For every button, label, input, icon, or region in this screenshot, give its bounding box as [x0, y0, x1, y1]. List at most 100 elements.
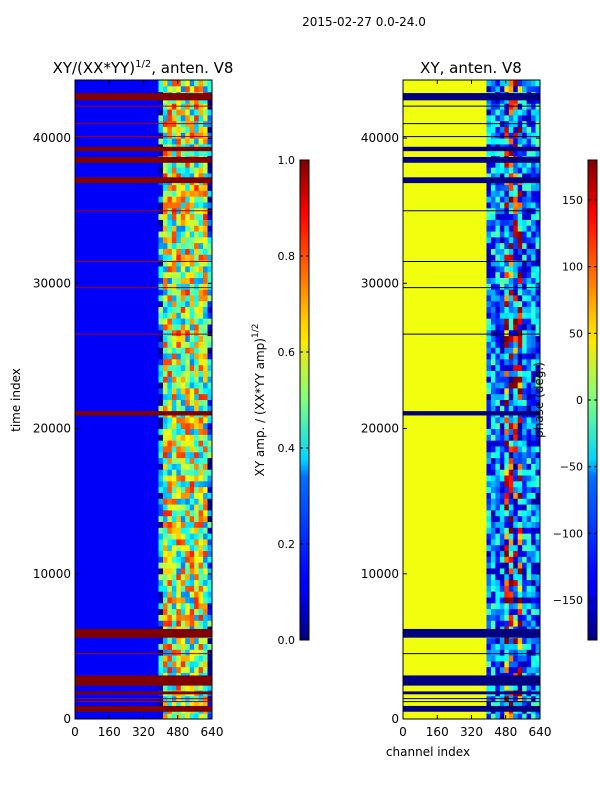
heatmap-cell [207, 318, 212, 325]
heatmap-cell [508, 225, 514, 232]
heatmap-cell [189, 521, 195, 528]
heatmap-cell [526, 225, 532, 232]
heatmap-cell [526, 498, 532, 505]
heatmap-cell [162, 480, 168, 488]
heatmap-cell [185, 573, 191, 581]
heatmap-cell [486, 637, 492, 644]
heatmap-cell [198, 660, 204, 668]
heatmap-cell [207, 486, 212, 493]
heatmap-cell [162, 85, 168, 93]
heatmap-cell [499, 533, 505, 540]
heatmap-cell [535, 201, 540, 209]
heatmap-cell [176, 347, 182, 354]
heatmap-cell [490, 480, 496, 488]
heatmap-cell [517, 370, 523, 377]
heatmap-cell [490, 172, 496, 180]
heatmap-cell [535, 225, 540, 232]
heatmap-cell [180, 538, 186, 546]
heatmap-cell [171, 376, 177, 383]
heatmap-cell [203, 138, 209, 145]
heatmap-cell [531, 463, 537, 470]
heatmap-cell [167, 283, 173, 290]
heatmap-cell [535, 376, 540, 383]
heatmap-cell [522, 509, 528, 517]
heatmap-cell [198, 231, 204, 238]
heatmap-cell [513, 271, 519, 279]
heatmap-cell [535, 521, 540, 528]
heatmap-cell [486, 608, 492, 615]
heatmap-cell [513, 312, 519, 319]
x-tick-label: 0 [71, 725, 79, 739]
heatmap-cell [486, 492, 492, 499]
heatmap-cell [517, 271, 523, 279]
heatmap-cell [535, 684, 540, 691]
heatmap-cell [180, 445, 186, 453]
heatmap-cell [513, 521, 519, 528]
heatmap-cell [198, 480, 204, 488]
heatmap-cell [198, 591, 204, 598]
heatmap-cell [194, 573, 200, 581]
heatmap-cell [535, 219, 540, 226]
heatmap-cell [207, 161, 212, 168]
heatmap-cell [180, 428, 186, 435]
heatmap-cell [508, 475, 514, 482]
heatmap-cell [495, 475, 501, 482]
heatmap-cell [176, 318, 182, 325]
heatmap-cell [486, 358, 492, 366]
heatmap-cell [535, 277, 540, 284]
heatmap-cell [508, 527, 514, 534]
heatmap-cell [185, 289, 191, 296]
heatmap-cell [189, 114, 195, 122]
heatmap-cell [180, 318, 186, 325]
heatmap-cell [495, 323, 501, 331]
heatmap-cell [490, 393, 496, 400]
heatmap-cell [486, 167, 492, 174]
heatmap-cell [526, 550, 532, 557]
heatmap-cell [531, 445, 537, 453]
heatmap-cell [517, 515, 523, 522]
heatmap-cell [490, 573, 496, 581]
heatmap-cell [499, 434, 505, 441]
heatmap-cell [535, 260, 540, 267]
heatmap-cell [522, 161, 528, 168]
heatmap-cell [176, 492, 182, 499]
heatmap-cell [167, 126, 173, 133]
amp-cb-label-prefix: XY amp. / (XX*YY amp) [253, 338, 267, 476]
heatmap-cell [171, 97, 177, 104]
heatmap-cell [526, 556, 532, 563]
heatmap-cell [198, 219, 204, 226]
heatmap-cell [499, 405, 505, 412]
heatmap-cell [158, 399, 164, 406]
heatmap-cell [180, 265, 186, 273]
heatmap-cell [198, 550, 204, 557]
heatmap-cell [513, 620, 519, 627]
heatmap-cell [517, 318, 523, 325]
heatmap-cell [158, 364, 164, 371]
heatmap-cell [162, 190, 168, 197]
heatmap-cell [194, 132, 200, 139]
heatmap-cell [513, 492, 519, 499]
heatmap-cell [194, 434, 200, 441]
heatmap-cell [185, 201, 191, 209]
heatmap-cell [495, 376, 501, 383]
heatmap-cell [180, 701, 186, 708]
amp-colorbar-bar [299, 159, 310, 641]
heatmap-cell [508, 277, 514, 284]
heatmap-cell [486, 544, 492, 552]
heatmap-cell [526, 405, 532, 412]
heatmap-cell [490, 109, 496, 116]
heatmap-cell [207, 138, 212, 145]
heatmap-cell [517, 306, 523, 313]
heatmap-cell [171, 306, 177, 313]
heatmap-cell [203, 399, 209, 406]
heatmap-cell [158, 260, 164, 267]
heatmap-cell [167, 85, 173, 93]
heatmap-cell [499, 550, 505, 557]
heatmap-cell [167, 289, 173, 296]
heatmap-cell [171, 684, 177, 691]
heatmap-cell [517, 422, 523, 430]
heatmap-cell [517, 387, 523, 395]
heatmap-cell [526, 196, 532, 203]
heatmap-cell [185, 463, 191, 470]
amp-cb-label-exp: 1/2 [251, 324, 261, 338]
